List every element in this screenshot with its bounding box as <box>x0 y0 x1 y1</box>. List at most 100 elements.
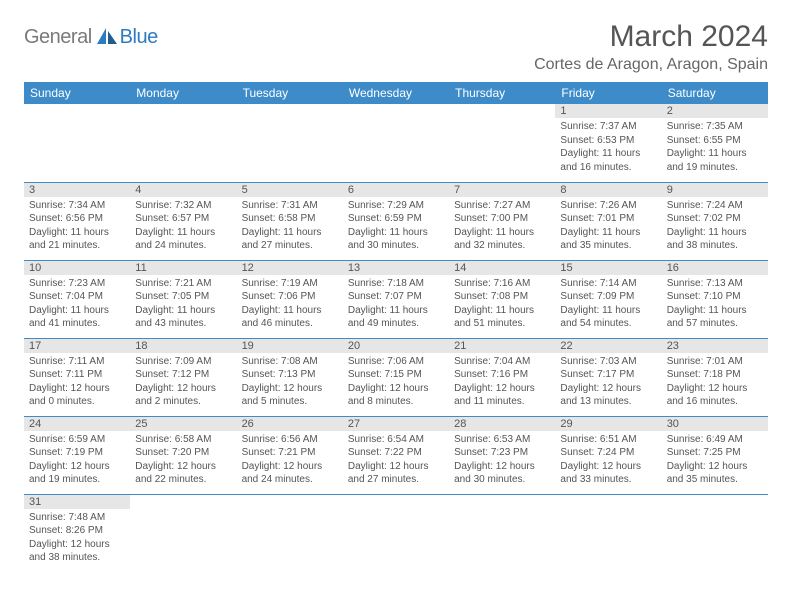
calendar-cell: 16Sunrise: 7:13 AMSunset: 7:10 PMDayligh… <box>662 260 768 338</box>
detail-line: Sunset: 7:04 PM <box>29 290 125 304</box>
logo-text-general: General <box>24 26 92 49</box>
detail-line: Daylight: 12 hours <box>242 382 338 396</box>
day-details: Sunrise: 7:24 AMSunset: 7:02 PMDaylight:… <box>662 197 768 257</box>
detail-line: Sunset: 6:58 PM <box>242 212 338 226</box>
detail-line: Sunrise: 7:14 AM <box>560 277 656 291</box>
detail-line: and 24 minutes. <box>135 239 231 253</box>
calendar-cell: 27Sunrise: 6:54 AMSunset: 7:22 PMDayligh… <box>343 416 449 494</box>
detail-line: and 35 minutes. <box>667 473 763 487</box>
detail-line: and 54 minutes. <box>560 317 656 331</box>
calendar-cell: 8Sunrise: 7:26 AMSunset: 7:01 PMDaylight… <box>555 182 661 260</box>
weekday-header: Wednesday <box>343 82 449 104</box>
calendar-cell <box>237 494 343 572</box>
detail-line: Sunset: 7:11 PM <box>29 368 125 382</box>
calendar-cell: 28Sunrise: 6:53 AMSunset: 7:23 PMDayligh… <box>449 416 555 494</box>
detail-line: Sunset: 7:21 PM <box>242 446 338 460</box>
detail-line: Sunset: 7:07 PM <box>348 290 444 304</box>
detail-line: Sunset: 7:16 PM <box>454 368 550 382</box>
date-number: 7 <box>449 183 555 197</box>
detail-line: Sunrise: 7:27 AM <box>454 199 550 213</box>
detail-line: Sunrise: 7:08 AM <box>242 355 338 369</box>
detail-line: and 16 minutes. <box>667 395 763 409</box>
day-details: Sunrise: 7:18 AMSunset: 7:07 PMDaylight:… <box>343 275 449 335</box>
detail-line: Daylight: 12 hours <box>135 460 231 474</box>
date-number: 20 <box>343 339 449 353</box>
detail-line: and 0 minutes. <box>29 395 125 409</box>
detail-line: Daylight: 12 hours <box>667 382 763 396</box>
detail-line: Daylight: 11 hours <box>560 304 656 318</box>
date-number: 31 <box>24 495 130 509</box>
detail-line: Daylight: 12 hours <box>454 382 550 396</box>
calendar-row: 3Sunrise: 7:34 AMSunset: 6:56 PMDaylight… <box>24 182 768 260</box>
calendar-cell <box>24 104 130 182</box>
day-details: Sunrise: 7:26 AMSunset: 7:01 PMDaylight:… <box>555 197 661 257</box>
calendar-cell: 11Sunrise: 7:21 AMSunset: 7:05 PMDayligh… <box>130 260 236 338</box>
detail-line: Sunset: 6:56 PM <box>29 212 125 226</box>
calendar-body: 1Sunrise: 7:37 AMSunset: 6:53 PMDaylight… <box>24 104 768 572</box>
calendar-cell: 23Sunrise: 7:01 AMSunset: 7:18 PMDayligh… <box>662 338 768 416</box>
detail-line: Sunset: 7:25 PM <box>667 446 763 460</box>
date-number: 11 <box>130 261 236 275</box>
day-details: Sunrise: 7:16 AMSunset: 7:08 PMDaylight:… <box>449 275 555 335</box>
day-details: Sunrise: 6:51 AMSunset: 7:24 PMDaylight:… <box>555 431 661 491</box>
day-details: Sunrise: 7:27 AMSunset: 7:00 PMDaylight:… <box>449 197 555 257</box>
detail-line: Daylight: 12 hours <box>667 460 763 474</box>
detail-line: Sunrise: 6:53 AM <box>454 433 550 447</box>
detail-line: Sunrise: 7:23 AM <box>29 277 125 291</box>
date-number: 17 <box>24 339 130 353</box>
day-details: Sunrise: 7:04 AMSunset: 7:16 PMDaylight:… <box>449 353 555 413</box>
calendar-row: 24Sunrise: 6:59 AMSunset: 7:19 PMDayligh… <box>24 416 768 494</box>
calendar-cell: 10Sunrise: 7:23 AMSunset: 7:04 PMDayligh… <box>24 260 130 338</box>
date-number: 4 <box>130 183 236 197</box>
date-number: 10 <box>24 261 130 275</box>
detail-line: Sunrise: 7:35 AM <box>667 120 763 134</box>
detail-line: and 32 minutes. <box>454 239 550 253</box>
page-title: March 2024 <box>534 20 768 54</box>
title-block: March 2024 Cortes de Aragon, Aragon, Spa… <box>534 20 768 74</box>
detail-line: Daylight: 11 hours <box>667 147 763 161</box>
detail-line: Daylight: 11 hours <box>135 226 231 240</box>
date-number: 2 <box>662 104 768 118</box>
date-number: 13 <box>343 261 449 275</box>
detail-line: Sunrise: 7:01 AM <box>667 355 763 369</box>
detail-line: and 5 minutes. <box>242 395 338 409</box>
calendar-cell: 3Sunrise: 7:34 AMSunset: 6:56 PMDaylight… <box>24 182 130 260</box>
calendar-cell: 31Sunrise: 7:48 AMSunset: 8:26 PMDayligh… <box>24 494 130 572</box>
detail-line: Daylight: 12 hours <box>29 460 125 474</box>
calendar-cell: 25Sunrise: 6:58 AMSunset: 7:20 PMDayligh… <box>130 416 236 494</box>
detail-line: and 8 minutes. <box>348 395 444 409</box>
detail-line: Sunrise: 7:18 AM <box>348 277 444 291</box>
day-details: Sunrise: 6:49 AMSunset: 7:25 PMDaylight:… <box>662 431 768 491</box>
calendar-cell <box>343 104 449 182</box>
detail-line: Sunrise: 7:19 AM <box>242 277 338 291</box>
day-details: Sunrise: 7:06 AMSunset: 7:15 PMDaylight:… <box>343 353 449 413</box>
calendar-table: Sunday Monday Tuesday Wednesday Thursday… <box>24 82 768 572</box>
calendar-cell: 21Sunrise: 7:04 AMSunset: 7:16 PMDayligh… <box>449 338 555 416</box>
detail-line: and 19 minutes. <box>667 161 763 175</box>
detail-line: and 16 minutes. <box>560 161 656 175</box>
day-details: Sunrise: 7:01 AMSunset: 7:18 PMDaylight:… <box>662 353 768 413</box>
day-details: Sunrise: 6:54 AMSunset: 7:22 PMDaylight:… <box>343 431 449 491</box>
detail-line: Sunrise: 7:48 AM <box>29 511 125 525</box>
header: General Blue March 2024 Cortes de Aragon… <box>24 20 768 74</box>
detail-line: Sunset: 7:05 PM <box>135 290 231 304</box>
date-number: 25 <box>130 417 236 431</box>
detail-line: Sunrise: 7:06 AM <box>348 355 444 369</box>
date-number: 15 <box>555 261 661 275</box>
date-number: 14 <box>449 261 555 275</box>
date-number: 22 <box>555 339 661 353</box>
detail-line: and 22 minutes. <box>135 473 231 487</box>
logo-text-blue: Blue <box>120 26 158 49</box>
detail-line: Sunset: 7:02 PM <box>667 212 763 226</box>
detail-line: Daylight: 12 hours <box>242 460 338 474</box>
detail-line: and 46 minutes. <box>242 317 338 331</box>
calendar-cell: 22Sunrise: 7:03 AMSunset: 7:17 PMDayligh… <box>555 338 661 416</box>
detail-line: Sunset: 6:57 PM <box>135 212 231 226</box>
date-number: 12 <box>237 261 343 275</box>
calendar-cell: 26Sunrise: 6:56 AMSunset: 7:21 PMDayligh… <box>237 416 343 494</box>
calendar-cell: 6Sunrise: 7:29 AMSunset: 6:59 PMDaylight… <box>343 182 449 260</box>
detail-line: Sunrise: 6:54 AM <box>348 433 444 447</box>
calendar-row: 17Sunrise: 7:11 AMSunset: 7:11 PMDayligh… <box>24 338 768 416</box>
detail-line: Sunset: 7:23 PM <box>454 446 550 460</box>
calendar-cell: 15Sunrise: 7:14 AMSunset: 7:09 PMDayligh… <box>555 260 661 338</box>
